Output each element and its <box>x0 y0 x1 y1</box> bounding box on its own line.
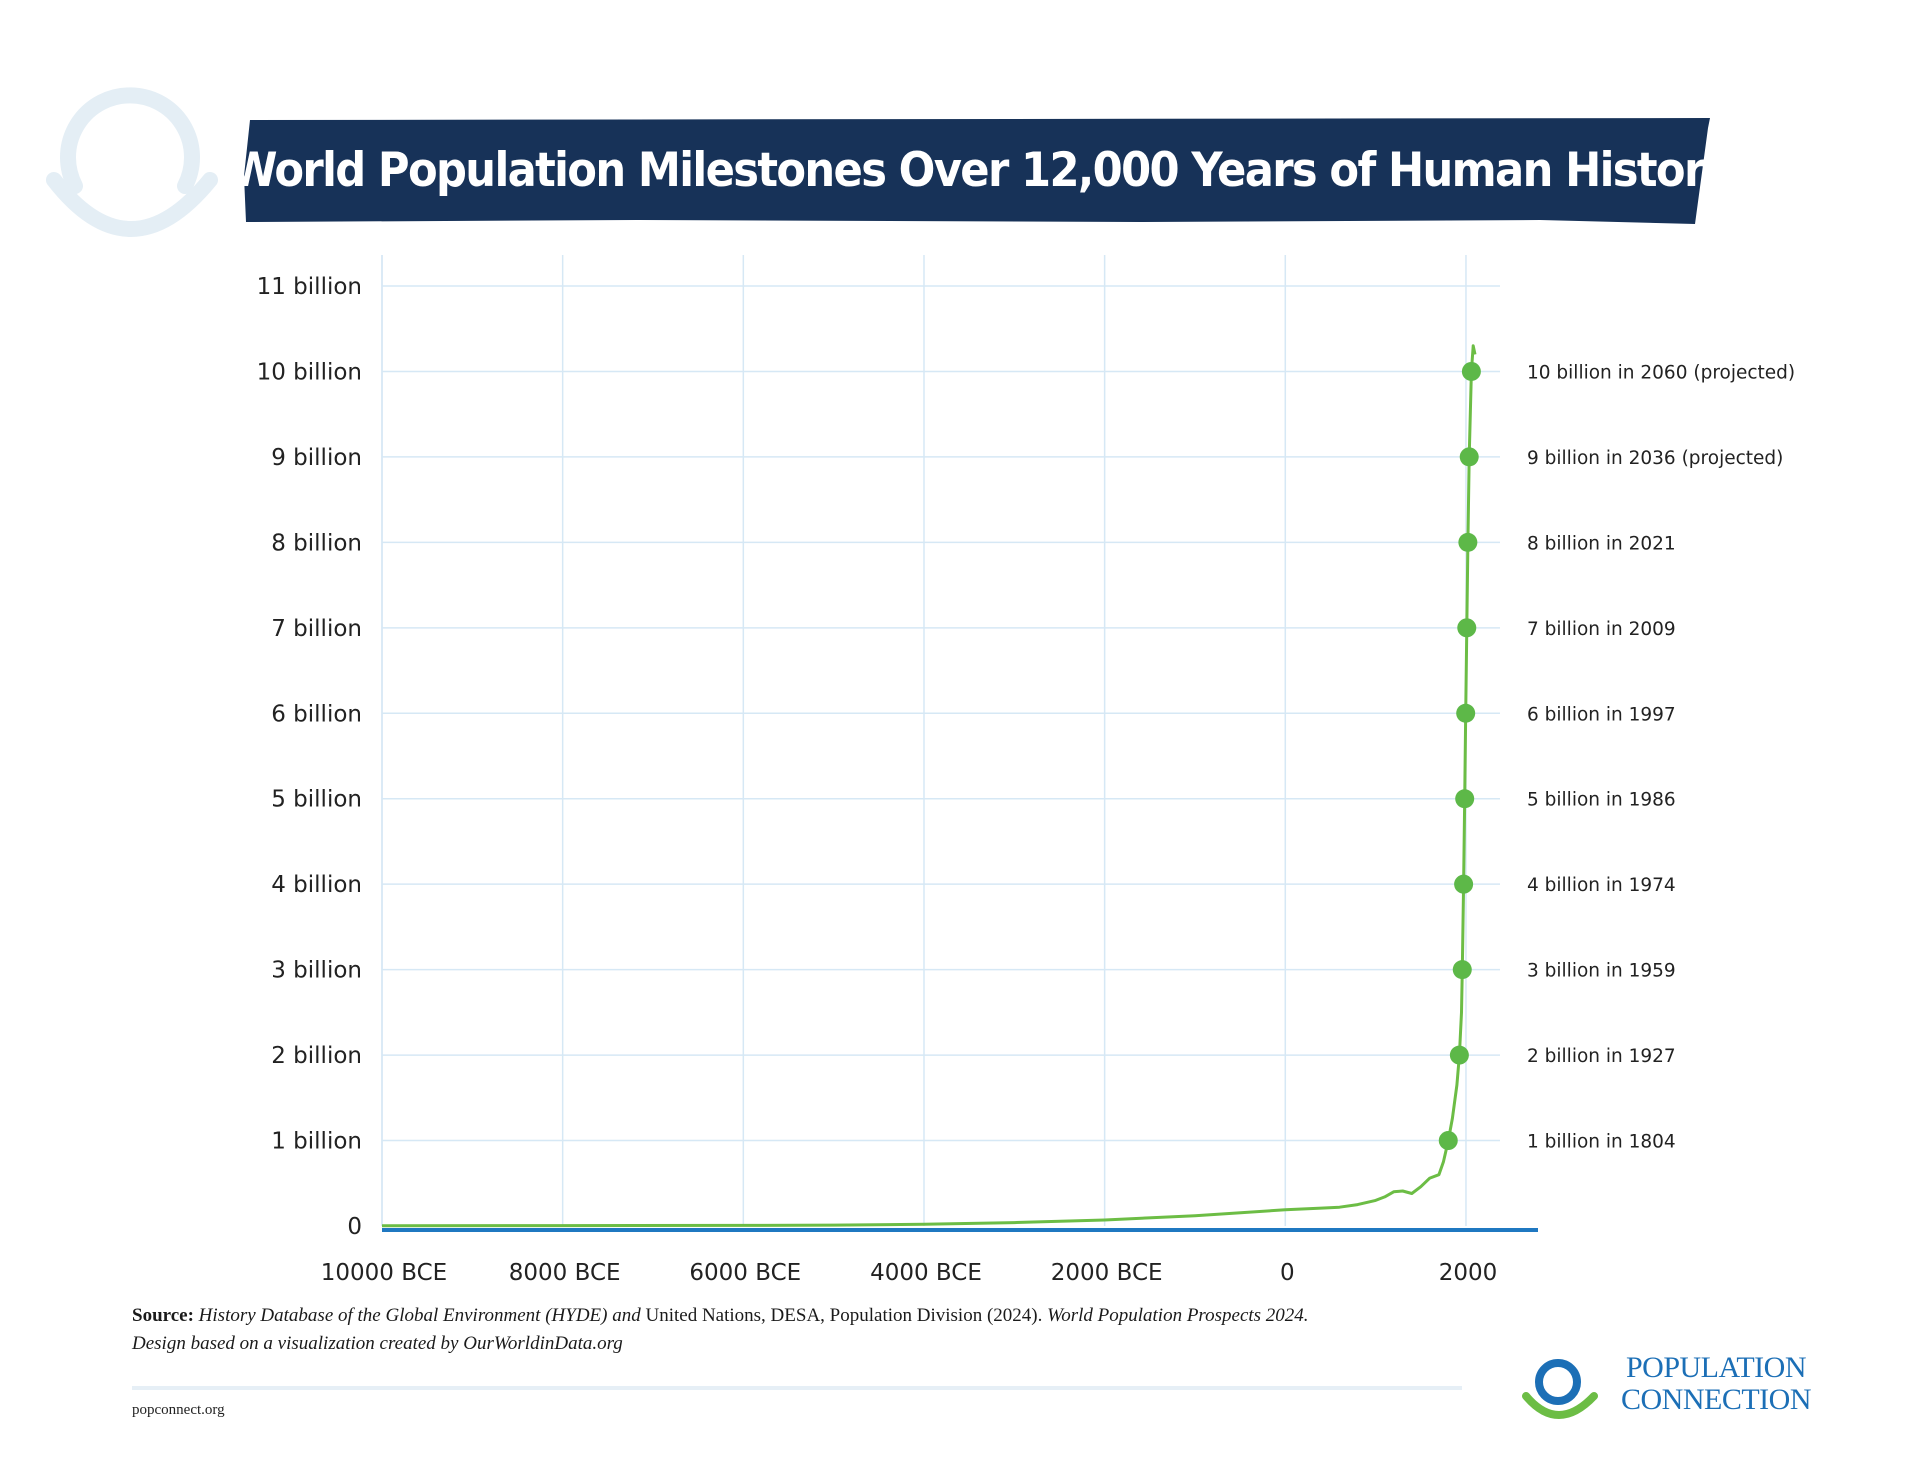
milestone-dot <box>1461 361 1481 381</box>
source-wpp: World Population Prospects 2024. <box>1047 1305 1309 1326</box>
y-tick-label: 7 billion <box>271 616 362 642</box>
population-connection-logo-icon <box>1522 1359 1598 1419</box>
y-tick-label: 1 billion <box>271 1129 362 1155</box>
x-tick-label: 6000 BCE <box>689 1260 801 1286</box>
milestone-dot <box>1438 1131 1458 1151</box>
milestone-label: 1 billion in 1804 <box>1527 1132 1676 1153</box>
milestone-label: 5 billion in 1986 <box>1527 790 1676 811</box>
y-tick-label: 0 <box>347 1214 362 1240</box>
population-line <box>381 344 1477 1228</box>
x-tick-label: 4000 BCE <box>870 1260 982 1286</box>
footer-divider <box>132 1386 1462 1390</box>
source-note: Source: History Database of the Global E… <box>132 1302 1532 1358</box>
logo-line-2: CONNECTION <box>1621 1383 1812 1416</box>
milestone-dot <box>1454 874 1474 894</box>
milestone-dot <box>1458 532 1478 552</box>
x-tick-label: 8000 BCE <box>509 1260 621 1286</box>
source-un: United Nations, DESA, Population Divisio… <box>645 1305 1043 1326</box>
y-tick-label: 6 billion <box>271 701 362 727</box>
milestone-dot <box>1459 447 1479 467</box>
y-tick-label: 3 billion <box>271 958 362 984</box>
x-axis-ticks: 10000 BCE 8000 BCE 6000 BCE 4000 BCE 2000 BC… <box>321 1260 1497 1286</box>
milestone-label: 8 billion in 2021 <box>1527 533 1676 554</box>
source-hyde: History Database of the Global Environme… <box>198 1305 641 1326</box>
site-url: popconnect.org <box>132 1402 225 1418</box>
milestone-label: 2 billion in 1927 <box>1527 1046 1676 1067</box>
source-line-2: Design based on a visualization created … <box>132 1333 623 1354</box>
milestone-dot <box>1457 618 1477 638</box>
x-tick-label: 10000 BCE <box>321 1260 447 1286</box>
y-tick-label: 11 billion <box>257 274 362 300</box>
y-axis-ticks: 0 1 billion 2 billion 3 billion 4 billion 5 b… <box>257 274 362 1240</box>
y-tick-label: 9 billion <box>271 445 362 471</box>
population-chart: 0 1 billion 2 billion 3 billion 4 billion 5 b… <box>257 255 1795 1286</box>
milestone-label: 6 billion in 1997 <box>1527 704 1676 725</box>
y-tick-label: 10 billion <box>257 359 362 385</box>
milestone-label: 7 billion in 2009 <box>1527 619 1676 640</box>
milestones: 1 billion in 1804 2 billion in 1927 3 bill… <box>1438 361 1795 1153</box>
y-tick-label: 5 billion <box>271 787 362 813</box>
y-tick-label: 2 billion <box>271 1043 362 1069</box>
milestone-label: 10 billion in 2060 (projected) <box>1527 362 1795 383</box>
milestone-label: 4 billion in 1974 <box>1527 875 1676 896</box>
source-line-1: Source: History Database of the Global E… <box>132 1302 1532 1330</box>
milestone-dot <box>1455 789 1475 809</box>
decorative-ring-icon <box>46 87 218 237</box>
gridlines <box>381 255 1500 1226</box>
y-tick-label: 4 billion <box>271 872 362 898</box>
milestone-label: 3 billion in 1959 <box>1527 961 1676 982</box>
milestone-dot <box>1452 960 1472 980</box>
x-tick-label: 2000 BCE <box>1051 1260 1163 1286</box>
source-label: Source: <box>132 1305 194 1326</box>
logo-line-1: POPULATION <box>1625 1351 1807 1384</box>
page-title: World Population Milestones Over 12,000 … <box>229 142 1732 198</box>
y-tick-label: 8 billion <box>271 530 362 556</box>
milestone-label: 9 billion in 2036 (projected) <box>1527 448 1783 469</box>
x-tick-label: 0 <box>1280 1260 1295 1286</box>
milestone-dot <box>1449 1045 1469 1065</box>
milestone-dot <box>1456 703 1476 723</box>
population-connection-logo: POPULATION CONNECTION <box>1596 1352 1836 1416</box>
x-tick-label: 2000 <box>1439 1260 1498 1286</box>
title-banner <box>244 118 1710 224</box>
